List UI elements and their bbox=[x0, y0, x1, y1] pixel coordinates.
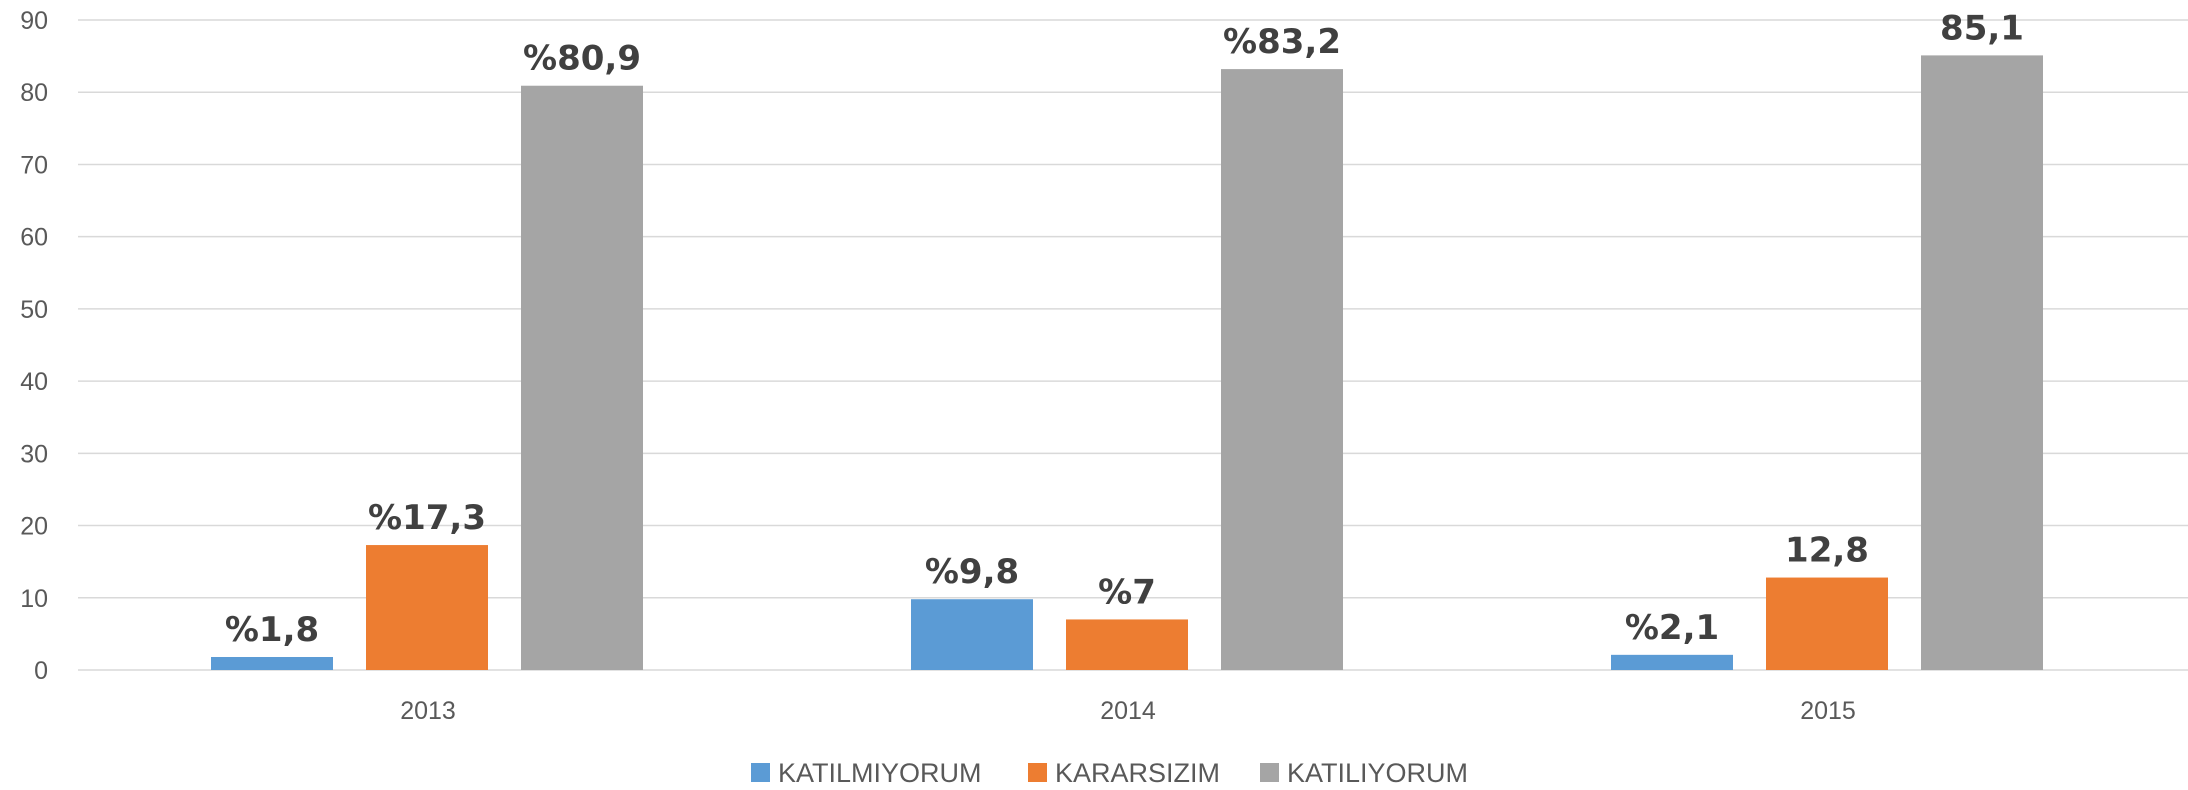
legend-swatch bbox=[1260, 763, 1279, 782]
data-label: %17,3 bbox=[368, 498, 486, 538]
bar-katilmiyorum-2014 bbox=[911, 599, 1033, 670]
x-tick-label: 2014 bbox=[1100, 697, 1156, 725]
y-tick-label: 50 bbox=[20, 296, 48, 324]
data-label: %83,2 bbox=[1223, 22, 1341, 62]
y-tick-label: 10 bbox=[20, 585, 48, 613]
legend-swatch bbox=[1028, 763, 1047, 782]
x-axis: 2013 2014 2015 bbox=[400, 697, 1856, 725]
y-axis: 0 10 20 30 40 50 60 70 80 90 bbox=[20, 7, 48, 685]
data-label: 12,8 bbox=[1785, 531, 1869, 571]
legend-swatch bbox=[751, 763, 770, 782]
y-tick-label: 70 bbox=[20, 151, 48, 179]
bar-katilmiyorum-2013 bbox=[211, 657, 333, 670]
y-tick-label: 90 bbox=[20, 7, 48, 35]
legend-label: KATILIYORUM bbox=[1287, 758, 1468, 788]
bar-katiliyorum-2013 bbox=[521, 85, 643, 670]
data-label: %1,8 bbox=[225, 610, 319, 650]
bar-katiliyorum-2014 bbox=[1221, 69, 1343, 671]
data-label: 85,1 bbox=[1940, 8, 2024, 48]
y-tick-label: 40 bbox=[20, 368, 48, 396]
legend-item-katiliyorum: KATILIYORUM bbox=[1260, 758, 1468, 788]
bars bbox=[211, 55, 2043, 671]
y-tick-label: 30 bbox=[20, 440, 48, 468]
y-tick-label: 60 bbox=[20, 224, 48, 252]
legend-item-katilmiyorum: KATILMIYORUM bbox=[751, 758, 982, 788]
x-tick-label: 2013 bbox=[400, 697, 456, 725]
bar-kararsizim-2013 bbox=[366, 545, 488, 670]
bar-kararsizim-2014 bbox=[1066, 619, 1188, 670]
data-label: %2,1 bbox=[1625, 608, 1719, 648]
data-label: %80,9 bbox=[523, 39, 641, 79]
data-label: %9,8 bbox=[925, 552, 1019, 592]
data-label: %7 bbox=[1098, 572, 1156, 612]
legend-label: KATILMIYORUM bbox=[778, 758, 982, 788]
data-labels: %1,8 %17,3 %80,9 %9,8 %7 %83,2 %2,1 12,8 85,1 bbox=[225, 8, 2024, 650]
legend: KATILMIYORUM KARARSIZIM KATILIYORUM bbox=[751, 758, 1468, 788]
y-tick-label: 80 bbox=[20, 79, 48, 107]
bar-kararsizim-2015 bbox=[1766, 577, 1888, 670]
x-tick-label: 2015 bbox=[1800, 697, 1856, 725]
bar-katilmiyorum-2015 bbox=[1611, 654, 1733, 670]
y-tick-label: 0 bbox=[34, 657, 48, 685]
bar-katiliyorum-2015 bbox=[1921, 55, 2043, 670]
legend-item-kararsizim: KARARSIZIM bbox=[1028, 758, 1220, 788]
y-tick-label: 20 bbox=[20, 513, 48, 541]
legend-label: KARARSIZIM bbox=[1055, 758, 1220, 788]
